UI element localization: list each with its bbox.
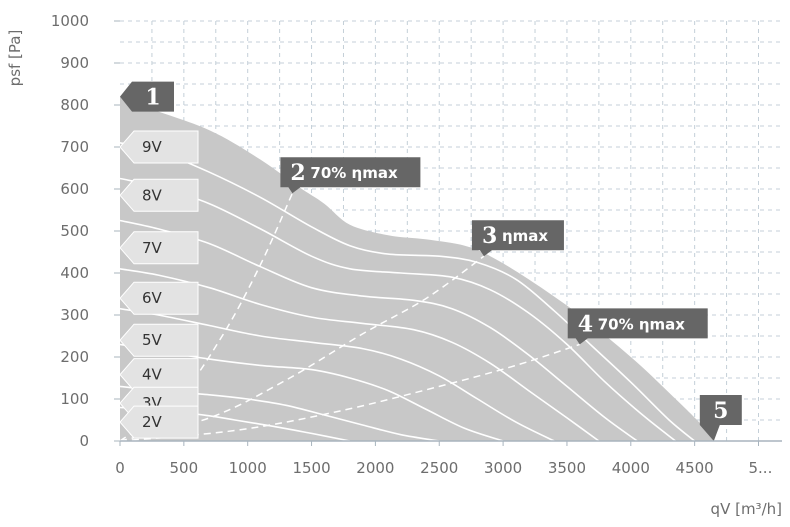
y-tick-label: 600 <box>60 180 89 198</box>
callout-bg <box>120 81 174 112</box>
voltage-label-text: 6V <box>142 289 163 307</box>
y-axis-title: psf [Pa] <box>6 30 24 87</box>
callout-bg <box>567 308 708 345</box>
voltage-label-text: 2V <box>142 413 163 431</box>
voltage-label-text: 5V <box>142 331 163 349</box>
x-tick-label: 500 <box>170 459 199 477</box>
y-tick-label: 700 <box>60 138 89 156</box>
voltage-label-text: 4V <box>142 366 163 384</box>
voltage-label-text: 8V <box>142 186 163 204</box>
x-tick-label: 2500 <box>420 459 458 477</box>
voltage-label-bg <box>119 178 199 212</box>
curve-8v <box>119 177 676 442</box>
curve-9v <box>119 142 696 442</box>
voltage-label-bg <box>119 281 199 315</box>
y-tick-label: 500 <box>60 222 89 240</box>
curve-6v <box>119 268 600 442</box>
y-tick-label: 100 <box>60 390 89 408</box>
y-tick-label: 900 <box>60 54 89 72</box>
voltage-label-6v: 6V <box>119 281 199 315</box>
voltage-label-bg <box>119 231 199 265</box>
callout-point-2: 2 70% ηmax <box>280 157 421 194</box>
x-tick-label: 2000 <box>356 459 394 477</box>
voltage-label-7v: 7V <box>119 231 199 265</box>
voltage-label-bg <box>119 323 199 357</box>
point-callouts: 1 2 70% ηmax 3 ηmax 4 70% ηmax 5 <box>120 81 742 441</box>
x-tick-label: 4500 <box>676 459 714 477</box>
callout-number: 1 <box>145 85 160 111</box>
voltage-label-9v: 9V <box>119 130 199 164</box>
x-tick-label: 5... <box>749 459 773 477</box>
x-tick-label: 3500 <box>548 459 586 477</box>
voltage-label-8v: 8V <box>119 178 199 212</box>
x-tick-label: 1000 <box>229 459 267 477</box>
curve-5v <box>119 307 555 442</box>
callout-point-4: 4 70% ηmax <box>567 308 708 345</box>
x-axis-title: qV [m³/h] <box>711 500 782 518</box>
plot-area <box>119 96 714 442</box>
callout-number: 3 <box>482 223 497 249</box>
y-tick-label: 0 <box>79 432 89 450</box>
voltage-label-5v: 5V <box>119 323 199 357</box>
voltage-label-bg <box>119 358 199 392</box>
callout-bg <box>280 157 421 194</box>
voltage-label-text: 7V <box>142 239 163 257</box>
voltage-label-bg <box>119 130 199 164</box>
callout-label: 70% ηmax <box>598 315 686 333</box>
efficiency-line-4 <box>119 343 580 442</box>
callout-point-3: 3 ηmax <box>471 220 564 257</box>
y-tick-label: 400 <box>60 264 89 282</box>
callout-label: 70% ηmax <box>310 164 398 182</box>
callout-number: 5 <box>713 398 728 424</box>
voltage-label-text: 9V <box>142 138 163 156</box>
x-tick-label: 1500 <box>292 459 330 477</box>
x-tick-label: 3000 <box>484 459 522 477</box>
voltage-label-4v: 4V <box>119 358 199 392</box>
voltage-label-2v: 2V <box>119 405 199 439</box>
y-tick-label: 200 <box>60 348 89 366</box>
callout-number: 2 <box>290 160 305 186</box>
callout-point-5: 5 <box>699 395 742 441</box>
callout-bg <box>471 220 564 257</box>
y-tick-label: 800 <box>60 96 89 114</box>
axes: 0 500 1000 1500 2000 2500 3000 3500 4000 4500 5...… <box>51 12 782 477</box>
x-tick-label: 4000 <box>612 459 650 477</box>
callout-bg <box>699 395 742 441</box>
callout-point-1: 1 <box>120 81 174 112</box>
grid <box>120 20 780 441</box>
callout-number: 4 <box>578 311 593 337</box>
y-tick-label: 1000 <box>51 12 89 30</box>
y-tick-label: 300 <box>60 306 89 324</box>
curve-7v <box>119 219 638 442</box>
voltage-label-bg <box>119 405 199 439</box>
callout-label: ηmax <box>502 227 548 245</box>
operating-envelope <box>120 96 714 441</box>
x-tick-label: 0 <box>115 459 125 477</box>
